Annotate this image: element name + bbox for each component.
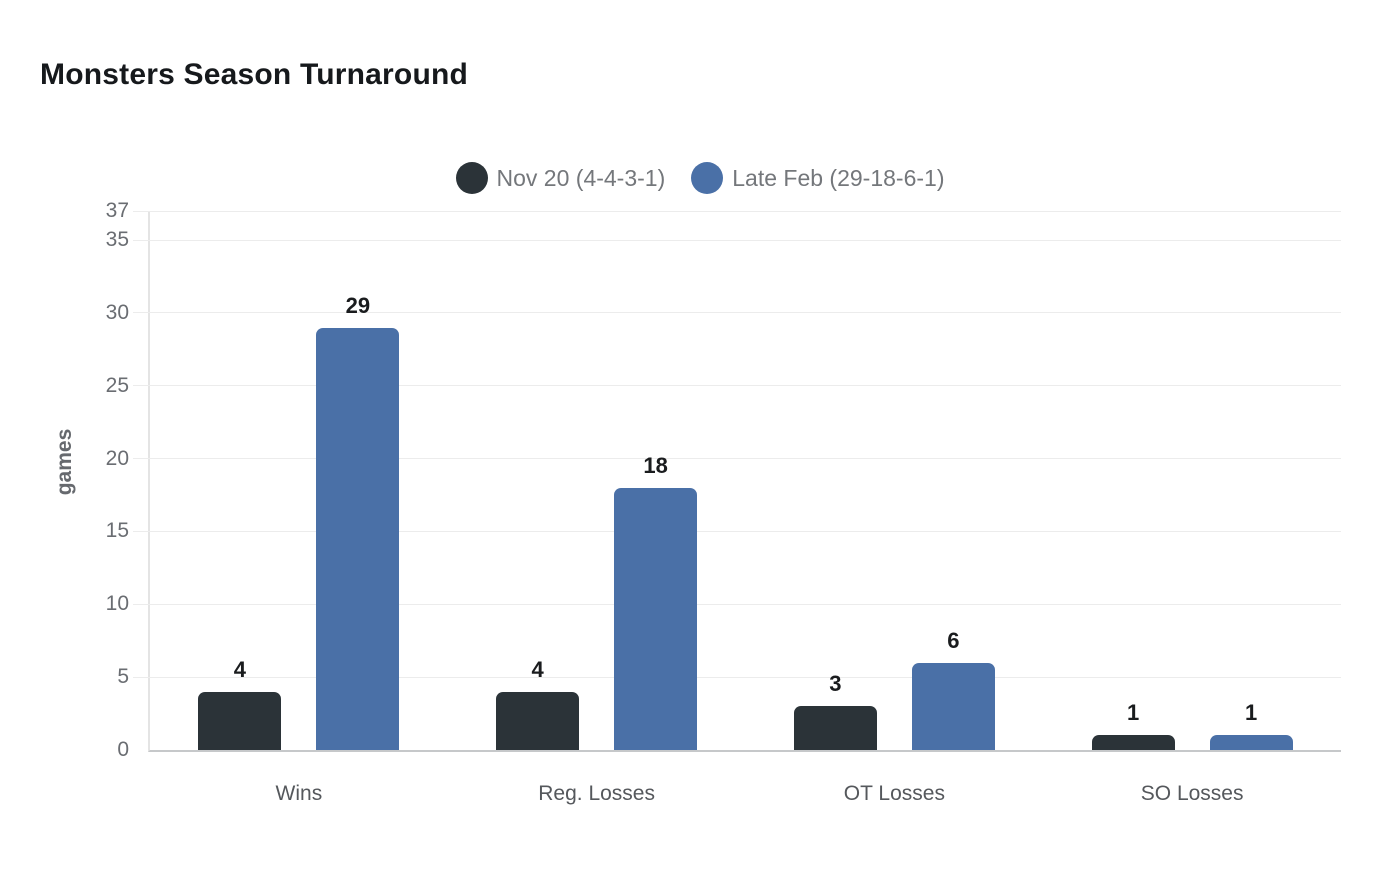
bar-value-label: 18 (643, 452, 668, 478)
bar (198, 691, 282, 750)
gridline (133, 210, 1341, 212)
gridline (133, 458, 1341, 460)
x-category-label: OT Losses (843, 782, 945, 805)
bar-value-label: 1 (1127, 700, 1140, 726)
x-category-label: SO Losses (1140, 782, 1244, 805)
y-tick-label: 10 (105, 592, 129, 616)
x-category-label: Wins (275, 782, 323, 805)
bar-value-label: 1 (1245, 700, 1258, 726)
legend-label: Late Feb (29-18-6-1) (732, 164, 945, 191)
plot-area: 0 5 10 15 20 25 30 35 37 4 29 Wins 4 18 Reg. Losses 3 6 O… (106, 199, 1341, 805)
y-tick-label: 5 (117, 665, 129, 689)
y-tick-label: 37 (105, 199, 129, 222)
y-tick-label: 35 (105, 228, 129, 252)
legend-item-1[interactable]: Late Feb (29-18-6-1) (691, 162, 944, 194)
legend-swatch-icon (691, 162, 724, 194)
bar (316, 327, 400, 750)
y-tick-label: 0 (117, 738, 129, 761)
gridline (133, 239, 1341, 241)
y-tick-label: 20 (105, 446, 129, 470)
bar (1091, 735, 1175, 750)
legend-item-0[interactable]: Nov 20 (4-4-3-1) (455, 162, 666, 194)
y-tick-label: 15 (105, 519, 129, 543)
bar (614, 487, 698, 750)
legend-label: Nov 20 (4-4-3-1) (496, 164, 666, 191)
bar-value-label: 4 (531, 656, 544, 682)
chart-title: Monsters Season Turnaround (40, 58, 469, 91)
bar-value-label: 29 (345, 292, 371, 318)
gridline (133, 676, 1341, 678)
y-tick-label: 25 (105, 373, 129, 397)
y-axis-title: games (53, 428, 76, 496)
bar (496, 691, 580, 750)
bar (1209, 735, 1293, 750)
gridline (133, 530, 1341, 532)
bar-value-label: 3 (829, 671, 842, 697)
bar (793, 706, 877, 750)
bar-value-label: 4 (233, 656, 246, 682)
y-tick-label: 30 (105, 300, 129, 324)
gridline (133, 603, 1341, 605)
legend: Nov 20 (4-4-3-1) Late Feb (29-18-6-1) (0, 162, 1400, 194)
gridline (133, 312, 1341, 314)
bar-value-label: 6 (947, 627, 960, 653)
x-category-label: Reg. Losses (538, 782, 655, 805)
legend-swatch-icon (455, 162, 488, 194)
gridline (133, 385, 1341, 387)
bar (911, 662, 995, 750)
